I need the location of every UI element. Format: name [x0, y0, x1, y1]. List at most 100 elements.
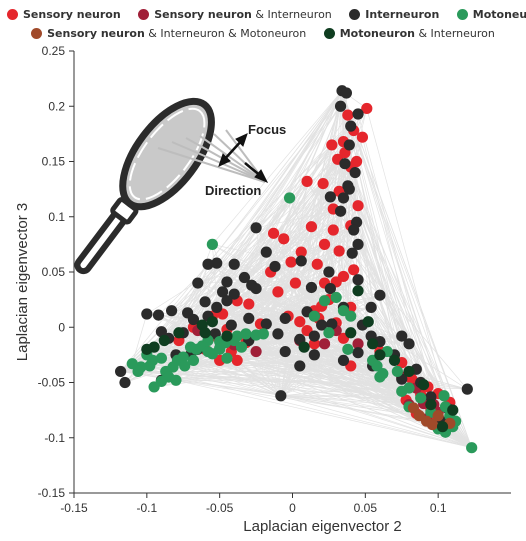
graph-edge: [164, 90, 343, 341]
graph-edge: [330, 196, 352, 317]
data-point: [330, 291, 342, 304]
data-point: [365, 301, 377, 313]
data-point: [346, 247, 358, 259]
data-point: [278, 233, 290, 245]
data-point: [152, 309, 165, 321]
data-point: [275, 390, 287, 402]
x-tick-label: -0.05: [206, 501, 234, 515]
data-point: [326, 139, 338, 151]
data-point: [352, 347, 364, 359]
data-point: [345, 310, 357, 322]
data-point: [206, 238, 218, 250]
graph-edge: [175, 335, 402, 381]
data-point: [438, 390, 450, 402]
data-point: [184, 341, 197, 353]
x-axis-label: Laplacian eigenvector 2: [243, 518, 401, 535]
data-point: [361, 102, 373, 115]
y-tick-label: -0.15: [38, 486, 66, 500]
data-point: [323, 266, 335, 278]
data-point: [403, 382, 415, 394]
data-point: [396, 330, 408, 342]
data-point: [285, 256, 297, 268]
y-tick-label: 0: [58, 320, 65, 334]
data-point: [415, 392, 427, 404]
data-point: [367, 338, 379, 350]
graph-edge: [350, 225, 446, 407]
data-point: [141, 343, 153, 355]
focus-label: Focus: [248, 122, 286, 137]
graph-edge: [120, 92, 347, 372]
data-point: [308, 310, 320, 322]
graph-edge: [366, 108, 451, 416]
graph-edge: [241, 106, 341, 348]
data-point: [326, 318, 338, 330]
graph-edge: [341, 90, 472, 448]
data-point: [231, 354, 243, 366]
data-point: [211, 301, 223, 313]
data-point: [231, 330, 243, 342]
data-point: [466, 442, 478, 454]
data-point: [279, 345, 291, 358]
data-point: [295, 255, 307, 267]
x-tick-label: -0.15: [60, 501, 88, 515]
data-point: [192, 277, 204, 289]
data-point: [243, 298, 255, 310]
data-point: [403, 365, 415, 378]
data-point: [324, 282, 336, 295]
data-point: [269, 260, 281, 273]
data-point: [228, 288, 240, 300]
x-tick-label: 0.05: [354, 501, 378, 515]
data-point: [349, 166, 361, 179]
x-tick-label: 0: [289, 501, 296, 515]
graph-edge: [341, 90, 446, 407]
data-point: [461, 383, 473, 395]
data-point: [221, 295, 233, 307]
data-point: [318, 295, 331, 307]
data-point: [305, 221, 318, 233]
data-point: [144, 360, 156, 372]
graph-edge: [341, 90, 443, 427]
axes: -0.15 -0.1 -0.05 0 0.05 0.1 -0.15 -0.1 -0.05 0 0.…: [14, 44, 511, 535]
data-point: [371, 360, 383, 372]
legend-marker: [349, 9, 361, 20]
y-tick-label: 0.1: [48, 210, 65, 224]
data-point: [348, 264, 360, 276]
legend-row-1: Sensory neuron Sensory neuron & Interneu…: [0, 8, 526, 21]
data-point: [352, 238, 364, 250]
data-point: [308, 349, 320, 361]
data-point: [436, 421, 449, 433]
graph-edge: [207, 90, 343, 265]
data-point: [356, 131, 369, 143]
data-point: [324, 191, 336, 203]
data-point: [418, 379, 430, 391]
data-point: [202, 258, 214, 270]
data-point: [311, 258, 323, 270]
y-tick-label: 0.25: [42, 44, 66, 58]
graph-edge: [236, 130, 354, 337]
magnifier-icon: Focus Direction: [74, 97, 286, 275]
graph-edge: [164, 282, 199, 341]
y-tick-label: 0.05: [42, 265, 66, 279]
data-point: [272, 328, 284, 340]
data-point: [211, 257, 223, 269]
legend-marker: [7, 9, 18, 20]
data-point: [426, 418, 438, 431]
data-point: [115, 365, 127, 378]
data-point: [343, 139, 355, 151]
data-point: [377, 368, 389, 380]
data-point: [388, 354, 401, 366]
y-tick-label: -0.1: [44, 431, 65, 445]
data-point: [316, 319, 328, 331]
data-point: [279, 312, 291, 325]
data-point: [214, 343, 226, 355]
graph-edge: [354, 172, 414, 408]
legend-moto: Motoneuron: [456, 8, 526, 21]
graph-edge: [154, 343, 373, 388]
data-point: [352, 338, 364, 350]
data-point: [294, 316, 306, 328]
data-point: [350, 155, 363, 168]
data-point: [132, 365, 144, 378]
data-point: [425, 399, 437, 411]
data-point: [199, 296, 211, 308]
